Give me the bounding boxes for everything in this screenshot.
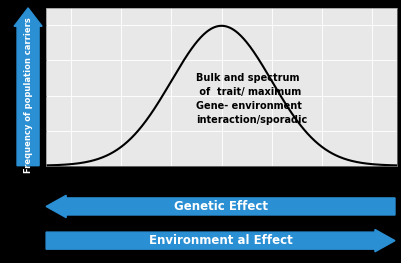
Text: Environment al Effect: Environment al Effect [149, 234, 292, 247]
X-axis label: x: x [219, 186, 225, 196]
Text: Genetic Effect: Genetic Effect [174, 200, 267, 213]
Text: Frequency of population carriers: Frequency of population carriers [24, 17, 32, 173]
Text: The normal distribution N(0, 1): The normal distribution N(0, 1) [46, 0, 186, 6]
Text: Bulk and spectrum
 of  trait/ maximum
Gene- environment
interaction/sporadic: Bulk and spectrum of trait/ maximum Gene… [196, 73, 308, 125]
